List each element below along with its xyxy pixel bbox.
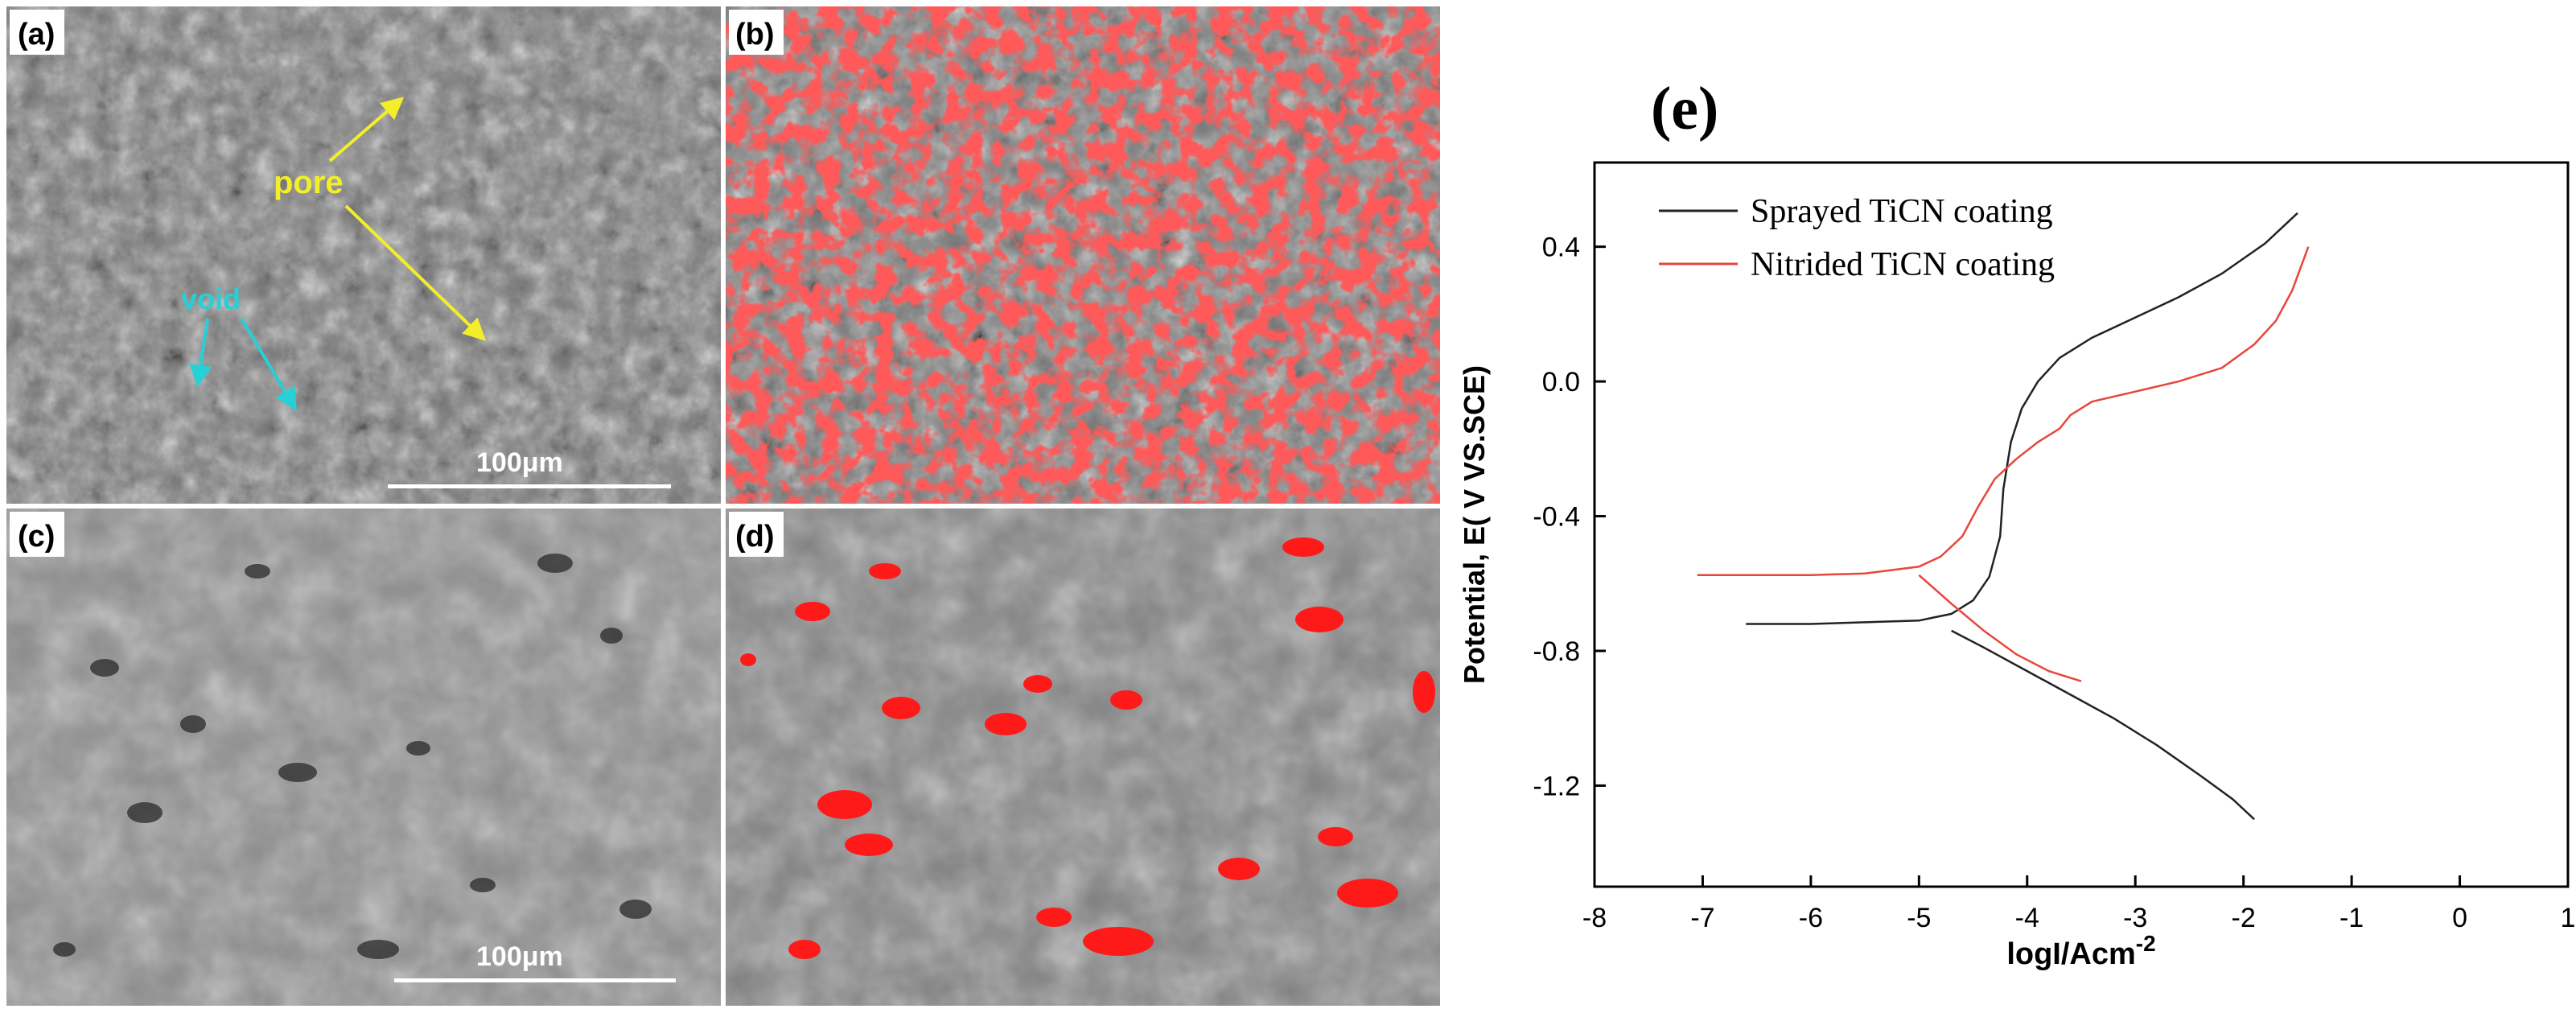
panel-label-e: (e) <box>1651 75 1718 142</box>
scale-bar <box>394 978 676 982</box>
series-line <box>1697 246 2310 577</box>
panel-label-bg <box>729 10 784 55</box>
panel-label-bg <box>10 512 64 557</box>
x-axis-label: logI/Acm-2 <box>2006 931 2155 971</box>
panel-label: (b) <box>735 18 775 51</box>
legend-entry: Sprayed TiCN coating <box>1751 193 2053 230</box>
panel-label-bg <box>729 512 784 557</box>
panel-c: (c) 100μm <box>6 508 721 1006</box>
x-axis-label-superscript: -2 <box>2136 931 2156 956</box>
y-tick-label: -0.4 <box>1533 502 1580 533</box>
pore-arrow <box>328 97 405 163</box>
x-tick-label: -6 <box>1799 903 1823 933</box>
legend: Sprayed TiCN coating Nitrided TiCN coatin… <box>1659 193 2055 283</box>
series-cathodic-branch <box>1951 629 2255 821</box>
void-arrow <box>189 318 212 388</box>
surface-pits <box>53 554 652 959</box>
x-tick-label: -3 <box>2123 903 2147 933</box>
series-line <box>1746 212 2298 625</box>
pore-annotation: pore <box>274 165 344 200</box>
panel-label: (c) <box>18 520 55 554</box>
x-tick-label: -5 <box>1907 903 1931 933</box>
series-layer <box>1697 212 2310 821</box>
legend-entry: Nitrided TiCN coating <box>1751 246 2055 283</box>
panel-label-bg <box>10 10 64 55</box>
y-axis-label: Potential, E( V VS.SCE) <box>1458 365 1491 684</box>
scale-bar <box>388 484 671 488</box>
pore-arrow <box>344 204 487 341</box>
panel-label: (d) <box>735 520 775 554</box>
void-annotation: void <box>181 282 241 315</box>
x-axis: -8 -7 -6 -5 -4 -3 -2 -1 0 1 <box>1582 875 2576 933</box>
panel-label: (a) <box>18 18 55 51</box>
x-tick-label: 0 <box>2452 903 2467 933</box>
x-tick-label: -7 <box>1690 903 1714 933</box>
y-tick-label: -0.8 <box>1533 636 1580 667</box>
plot-frame <box>1593 161 2570 888</box>
x-tick-label: -2 <box>2232 903 2256 933</box>
panel-b: (b) <box>726 6 1440 504</box>
panel-a: (a) pore void 100μm <box>6 6 721 504</box>
x-tick-label: -8 <box>1582 903 1607 933</box>
y-tick-label: 0.0 <box>1542 367 1580 397</box>
sem-panels: (a) pore void 100μm (b) <box>6 6 1440 1006</box>
void-arrow <box>240 317 297 411</box>
series-cathodic-branch <box>1918 574 2082 682</box>
x-tick-label: -4 <box>2015 903 2039 933</box>
x-tick-label: 1 <box>2561 903 2576 933</box>
x-axis-label-main: logI/Acm <box>2006 937 2135 971</box>
scale-bar-label: 100μm <box>476 941 563 972</box>
y-axis: 0.4 0.0 -0.4 -0.8 -1.2 <box>1533 233 1606 801</box>
y-tick-label: 0.4 <box>1542 233 1580 263</box>
x-tick-label: -1 <box>2339 903 2364 933</box>
highlighted-pits <box>740 537 1435 959</box>
scale-bar-label: 100μm <box>476 447 563 478</box>
panel-d: (d) <box>726 508 1440 1006</box>
y-tick-label: -1.2 <box>1533 771 1580 801</box>
